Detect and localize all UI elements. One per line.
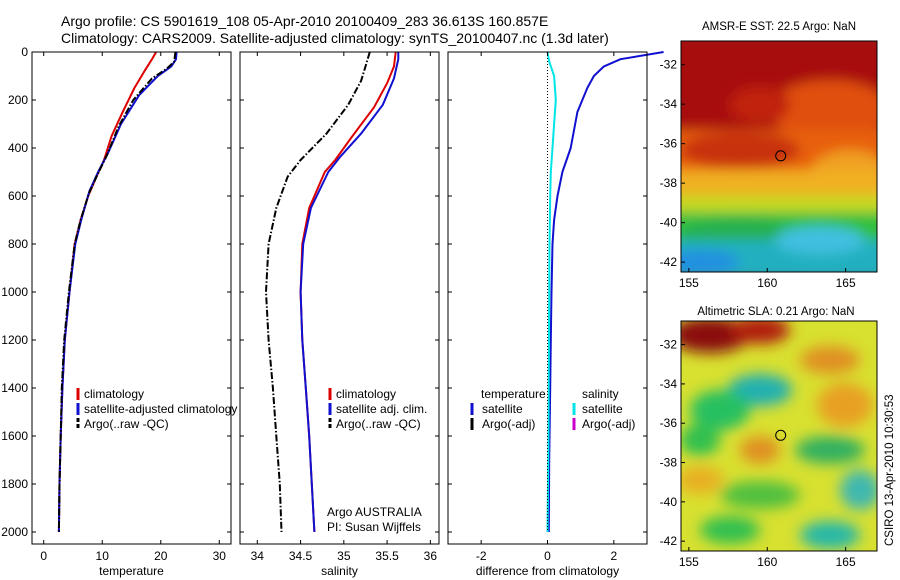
sla-map-ytick-label: -42 (660, 534, 678, 548)
sst-map-ytick-label: -34 (660, 97, 678, 111)
sst-map-ytick-label: -32 (660, 58, 678, 72)
salinity-profile-xtick-label: 34 (251, 549, 265, 563)
salinity-profile-series-2 (265, 51, 371, 533)
salinity-profile-xtick-label: 36 (424, 549, 438, 563)
depth-tick-label: 1600 (1, 429, 28, 443)
sla-map-xtick-label: 165 (836, 555, 856, 569)
depth-tick-label: 800 (8, 237, 28, 251)
sla-map-xtick-label: 160 (757, 555, 777, 569)
temperature-profile-series-0 (57, 51, 157, 533)
salinity-profile-panel: 34 34.5 35 35.5 36 salinity climatologysatelli… (239, 51, 440, 578)
salinity-profile-series-0 (299, 51, 397, 533)
sla-map-title: Altimetric SLA: 0.21 Argo: NaN (697, 306, 854, 318)
temperature-profile-xtick-label: 0 (40, 549, 47, 563)
sst-map-title: AMSR-E SST: 22.5 Argo: NaN (702, 21, 856, 33)
depth-tick-label: 400 (8, 141, 28, 155)
salinity-profile-legend-label: climatology (336, 387, 396, 401)
difference-profile-xtick-label: 2 (610, 549, 617, 563)
sst-map-frame (680, 40, 878, 273)
salinity-profile-xtick-label: 35.5 (375, 549, 399, 563)
sst-map-axes: 155 160 165 -32 -34 -36 -38 -40 -42 (660, 58, 856, 290)
diff-legend-label: satellite (482, 402, 523, 416)
credit-annotation: PI: Susan Wijffels (327, 520, 421, 534)
temperature-profile-legend-label: climatology (84, 387, 144, 401)
temperature-profile-xtick-label: 30 (213, 549, 227, 563)
sla-map-panel: Altimetric SLA: 0.21 Argo: NaN 155 (660, 306, 878, 569)
difference-profile-series-0 (547, 51, 664, 533)
diff-legend-label: Argo(-adj) (582, 417, 635, 431)
sst-map-xtick-label: 155 (679, 276, 699, 290)
sst-map-ytick-label: -36 (660, 137, 678, 151)
difference-profile-xtick-label: -2 (476, 549, 487, 563)
salinity-profile-xlabel: salinity (321, 564, 358, 578)
depth-tick-label: 600 (8, 189, 28, 203)
depth-tick-label: 1800 (1, 477, 28, 491)
credit-annotation: Argo AUSTRALIA (327, 505, 422, 519)
salinity-profile-xtick-label: 34.5 (289, 549, 313, 563)
figure-title-line2: Climatology: CARS2009. Satellite-adjuste… (61, 30, 609, 46)
sst-map-xtick-label: 160 (757, 276, 777, 290)
depth-tick-label: 200 (8, 93, 28, 107)
salinity-profile-series-1 (299, 52, 400, 533)
temperature-profile-xtick-label: 20 (154, 549, 168, 563)
sla-map-ytick-label: -38 (660, 456, 678, 470)
salinity-profile-xtick-label: 35 (337, 549, 351, 563)
temperature-profile-frame (31, 51, 232, 545)
sla-float-position-marker (775, 429, 787, 441)
sst-float-position-marker (775, 150, 787, 162)
temperature-profile-legend-label: satellite-adjusted climatology (84, 402, 237, 416)
difference-profile-xlabel: difference from climatology (476, 564, 619, 578)
temperature-profile-xtick-label: 10 (96, 549, 110, 563)
temperature-profile-xlabel: temperature (99, 564, 164, 578)
difference-profile-xtick-label: 0 (544, 549, 551, 563)
sst-field (681, 41, 877, 272)
sla-map-ytick-label: -36 (660, 416, 678, 430)
salinity-profile-legend-label: Argo(..raw -QC) (336, 417, 421, 431)
sla-map-ytick-label: -40 (660, 495, 678, 509)
sst-map-ytick-label: -42 (660, 255, 678, 269)
sst-map-ytick-label: -38 (660, 176, 678, 190)
sla-field (681, 321, 877, 551)
temperature-profile-panel: 0 10 20 30 0 200 400 600 800 1000 1200 1400 1600 1800… (1, 45, 237, 578)
depth-tick-label: 1400 (1, 381, 28, 395)
depth-tick-label: 1000 (1, 285, 28, 299)
depth-tick-label: 1200 (1, 333, 28, 347)
temperature-profile-series-2 (57, 51, 177, 533)
diff-legend-label: Argo(-adj) (482, 417, 535, 431)
creation-credit: CSIRO 13-Apr-2010 10:30:53 (884, 394, 896, 546)
figure-title-line1: Argo profile: CS 5901619_108 05-Apr-2010… (61, 13, 548, 29)
sla-map-axes: 155 160 165 -32 -34 -36 -38 -40 -42 (660, 338, 856, 569)
sst-map-xtick-label: 165 (836, 276, 856, 290)
diff-legend-label: satellite (582, 402, 623, 416)
salinity-profile-legend-label: satellite adj. clim. (336, 402, 427, 416)
diff-legend-header: temperature (481, 387, 546, 401)
sla-map-xtick-label: 155 (679, 555, 699, 569)
sst-map-panel: AMSR-E SST: 22.5 Argo: NaN 155 160 165 -32 -… (660, 21, 878, 290)
depth-tick-label: 2000 (1, 525, 28, 539)
temperature-profile-legend-label: Argo(..raw -QC) (84, 417, 169, 431)
sla-map-ytick-label: -32 (660, 338, 678, 352)
depth-tick-label: 0 (21, 45, 28, 59)
sla-map-frame (680, 320, 878, 552)
salinity-profile-frame (239, 51, 440, 545)
difference-profile-series-1 (546, 51, 557, 533)
diff-legend-header: salinity (582, 387, 619, 401)
sst-map-ytick-label: -40 (660, 216, 678, 230)
sla-map-ytick-label: -34 (660, 377, 678, 391)
